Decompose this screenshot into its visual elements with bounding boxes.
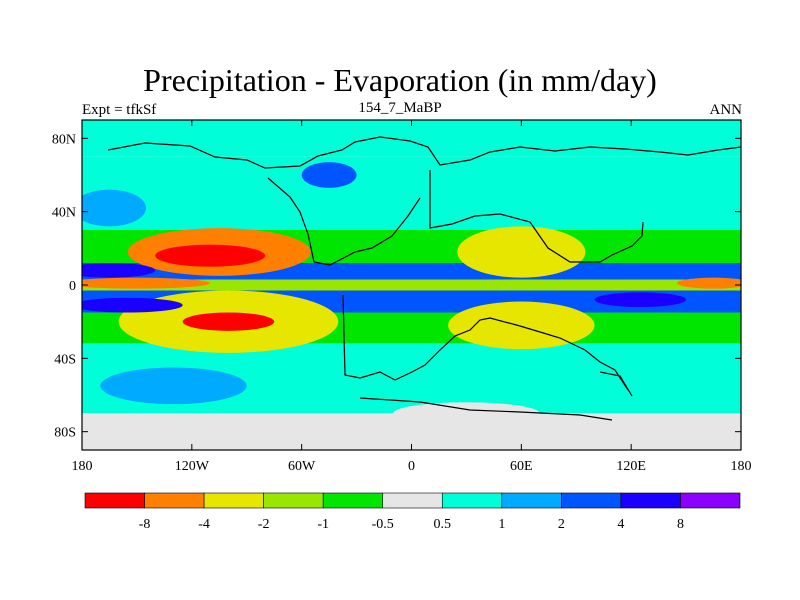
colorbar-label: -2 — [258, 517, 270, 532]
y-tick-label: 0 — [69, 279, 76, 294]
y-tick-label: 40N — [52, 206, 76, 221]
field-equatorial-pacific-west-wet — [82, 263, 156, 278]
south-land-outline — [342, 294, 633, 421]
colorbar-box — [203, 492, 264, 509]
colorbar-label: 1 — [498, 517, 505, 532]
field-southern-ocean-wet — [100, 367, 247, 405]
field-tethys-south-land-dry — [448, 301, 595, 350]
x-tick-label: 60E — [510, 459, 533, 474]
field-antarctic-land — [393, 402, 540, 425]
colorbar-box — [441, 492, 503, 509]
field-north-midlat-band — [82, 156, 741, 230]
x-tick-label: 60W — [288, 459, 316, 474]
colorbar: -8 -4 -2 -1 -0.5 0.5 1 2 4 8 — [84, 492, 741, 532]
colorbar-label: 4 — [617, 517, 624, 532]
colorbar-label: 0.5 — [434, 517, 452, 532]
chart-title: Precipitation - Evaporation (in mm/day) — [143, 62, 657, 98]
y-tick-label: 80N — [52, 132, 76, 147]
field-equatorial-pacific-east-dry — [82, 277, 211, 289]
season-label: ANN — [709, 102, 743, 118]
field-south-pacific-wet-band — [82, 297, 183, 313]
colorbar-label: -1 — [317, 517, 329, 532]
colorbar-box — [680, 492, 741, 509]
colorbar-label: -4 — [198, 517, 210, 532]
land-outlines — [107, 136, 741, 421]
colorbar-label: -0.5 — [372, 517, 394, 532]
north-land-outline — [107, 136, 741, 266]
field-tethys-north-land-dry — [457, 226, 586, 278]
map-plot-area — [82, 120, 741, 450]
time-period-label: 154_7_MaBP — [358, 100, 442, 116]
x-tick-label: 0 — [408, 459, 415, 474]
field-arctic-band — [82, 120, 741, 157]
colorbar-box — [84, 492, 145, 509]
field-western-pacific-wet — [594, 292, 687, 307]
field-western-pacific-north-dry — [676, 277, 741, 289]
field-equator-band — [82, 279, 741, 291]
x-tick-label: 120W — [175, 459, 210, 474]
colorbar-box — [144, 492, 205, 509]
x-tick-label: 120E — [616, 459, 646, 474]
field-north-pacific-storm-track — [82, 189, 147, 227]
colorbar-box — [620, 492, 681, 509]
y-tick-label: 40S — [54, 352, 76, 367]
field-eastern-pacific-south-core — [182, 312, 275, 331]
colorbar-box — [501, 492, 562, 509]
colorbar-box — [382, 492, 443, 509]
colorbar-box — [561, 492, 622, 509]
y-tick-label: 80S — [54, 426, 76, 441]
colorbar-label: 2 — [558, 517, 565, 532]
x-tick-label: 180 — [731, 459, 752, 474]
x-tick-label: 180 — [72, 459, 93, 474]
axes: 180 120W 60W 0 60E 120E 180 80N 40N 0 40S 80S — [52, 120, 752, 474]
experiment-label: Expt = tfkSf — [82, 102, 157, 118]
colorbar-box — [263, 492, 324, 509]
field-eastern-pacific-north-core — [155, 244, 266, 267]
field-north-atlantic-storm-track — [301, 162, 357, 188]
colorbar-box — [322, 492, 384, 509]
colorbar-label: 8 — [677, 517, 684, 532]
colorbar-label: -8 — [139, 517, 151, 532]
